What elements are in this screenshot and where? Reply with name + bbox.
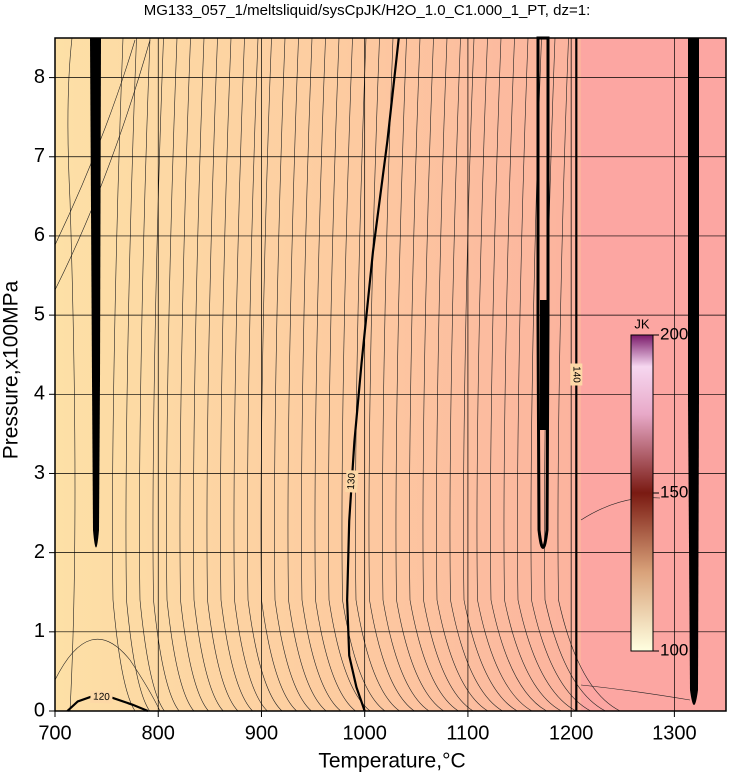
- contour-line: [355, 37, 400, 712]
- y-tick-label: 5: [34, 303, 45, 325]
- x-axis-label: Temperature,°C: [318, 750, 465, 773]
- contour-line: [463, 37, 518, 712]
- x-tick-label: 700: [38, 722, 71, 744]
- contour-line: [314, 37, 356, 712]
- contour-line: [490, 37, 547, 712]
- x-tick-label: 1000: [342, 722, 387, 744]
- colorbar: JK 100 150 200: [630, 316, 688, 659]
- colorbar-tick-label: 200: [660, 324, 688, 343]
- contour-line: [166, 37, 195, 712]
- background: [55, 38, 581, 711]
- contour-line: [287, 37, 327, 712]
- contour-line: [233, 37, 268, 712]
- contour-line: [125, 37, 150, 712]
- x-tick-label: 800: [142, 722, 175, 744]
- contour-label: 120: [93, 691, 111, 703]
- contour-line: [179, 37, 209, 712]
- x-tick-label: 1100: [446, 722, 489, 744]
- contour-line: [54, 639, 161, 712]
- labeled-contours: 120 130 140: [66, 37, 583, 713]
- y-tick-label: 3: [34, 462, 45, 484]
- contour-line: [557, 37, 621, 712]
- y-tick-label: 1: [34, 620, 45, 642]
- contour-lines: [54, 37, 621, 712]
- contour-label-bg: [570, 363, 583, 386]
- colorbar-tick-label: 100: [660, 640, 688, 659]
- x-tick-label: 900: [245, 722, 278, 744]
- contour-line: [503, 37, 562, 712]
- contour-line: [341, 37, 386, 712]
- contour-label: 140: [571, 366, 582, 383]
- dense-contours: [688, 38, 699, 705]
- colorbar-scale: [630, 334, 654, 652]
- contour-line: [260, 37, 297, 712]
- contour-label-bg: [345, 470, 359, 493]
- contour-line: [193, 37, 224, 712]
- contour-line: [382, 37, 430, 712]
- contour-line: [368, 37, 415, 712]
- contour-label: 130: [346, 472, 358, 490]
- contour-line: [449, 37, 503, 712]
- contour-label-group: 120: [90, 690, 113, 704]
- contour-line: [247, 37, 283, 712]
- contour-line: [476, 37, 533, 712]
- contour-line: [139, 37, 165, 712]
- plot-area: [54, 36, 726, 712]
- contour-line: [409, 37, 459, 712]
- contour-line: [54, 39, 151, 291]
- chart-title: MG133_057_1/meltsliquid/sysCpJK/H2O_1.0_…: [144, 2, 591, 19]
- contour-line: [436, 37, 488, 712]
- y-axis-label: Pressure,x100MPa: [0, 280, 23, 459]
- x-tick-label: 1300: [652, 722, 697, 744]
- contour-line: [220, 37, 253, 712]
- plot-frame: [54, 37, 727, 712]
- dense-contours: [540, 300, 547, 430]
- axes: 700 800 900 1000 1100 1200 1300 0 1 2 3 4 5 6 7 8: [34, 66, 697, 744]
- contour-line: [395, 37, 444, 712]
- contour-label-group: 130: [345, 470, 359, 493]
- colorbar-label: JK: [634, 316, 650, 331]
- y-tick-label: 7: [34, 145, 45, 167]
- contour-line: [112, 37, 136, 712]
- y-tick-label: 6: [34, 224, 45, 246]
- contour-line: [152, 37, 180, 712]
- contour-line: [544, 37, 606, 712]
- y-tick-label: 0: [34, 699, 45, 721]
- colorbar-tick-label: 150: [660, 482, 688, 501]
- contour-line: [206, 37, 239, 712]
- x-tick-label: 1200: [549, 722, 594, 744]
- y-tick-label: 8: [34, 66, 45, 88]
- y-tick-label: 4: [34, 383, 45, 405]
- y-tick-label: 2: [34, 541, 45, 563]
- contour-line: [517, 37, 577, 712]
- dense-contours: [90, 38, 101, 548]
- contour-line: [274, 37, 312, 712]
- contour-line: [301, 37, 341, 712]
- contour-line: [422, 37, 474, 712]
- contour-line: [67, 37, 76, 712]
- contour-line: [580, 684, 691, 701]
- contour-line: [328, 37, 371, 712]
- contour-label-group: 140: [570, 363, 583, 386]
- contour-label-bg: [90, 690, 113, 704]
- dense-contours: [536, 36, 550, 549]
